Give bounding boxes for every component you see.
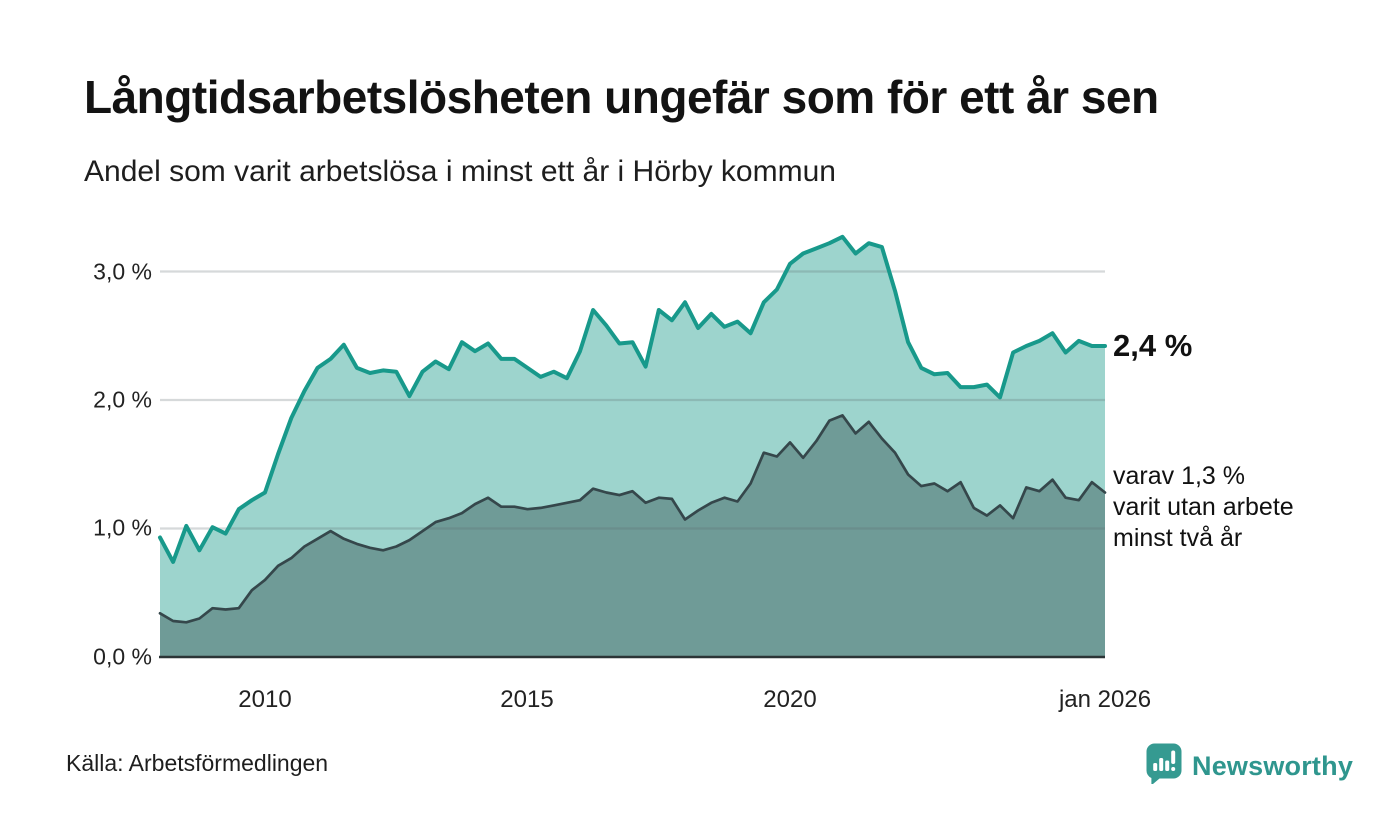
x-axis-tick-2020: 2020	[763, 686, 817, 713]
x-axis-tick-2015: 2015	[500, 686, 554, 713]
brand-name: Newsworthy	[1192, 750, 1354, 781]
two-year-label-line3: minst två år	[1113, 524, 1243, 552]
y-axis-tick-1: 1,0 %	[93, 514, 152, 541]
y-axis-tick-2: 2,0 %	[93, 386, 152, 413]
page-subtitle: Andel som varit arbetslösa i minst ett å…	[84, 155, 836, 188]
two-year-value-label: varav 1,3 % varit utan arbete minst två …	[1113, 461, 1294, 554]
newsworthy-logo-icon	[1146, 743, 1182, 789]
y-axis-tick-0: 0,0 %	[93, 643, 152, 670]
y-axis-tick-3: 3,0 %	[93, 258, 152, 285]
x-axis-tick-2010: 2010	[238, 686, 292, 713]
latest-value-label: 2,4 %	[1113, 328, 1193, 363]
two-year-label-line2: varit utan arbete	[1113, 493, 1294, 521]
two-year-label-line1: varav 1,3 %	[1113, 462, 1246, 490]
brand-logo: Newsworthy	[1146, 743, 1353, 789]
x-axis-tick-jan-2026: jan 2026	[1058, 686, 1152, 713]
page-title: Långtidsarbetslösheten ungefär som för e…	[84, 71, 1159, 123]
source-caption: Källa: Arbetsförmedlingen	[66, 750, 329, 776]
